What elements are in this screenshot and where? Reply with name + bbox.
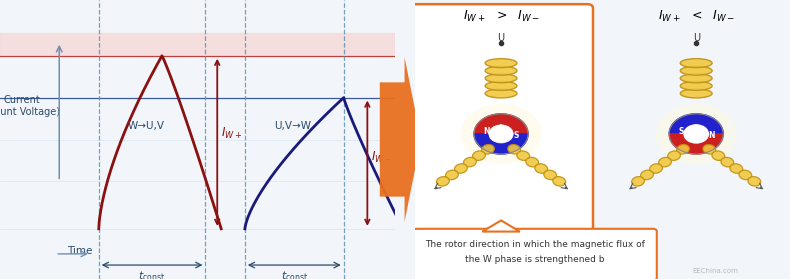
Ellipse shape — [680, 81, 712, 90]
Text: $t_{\mathrm{const}}$: $t_{\mathrm{const}}$ — [138, 269, 166, 279]
Text: EEChina.com: EEChina.com — [692, 268, 738, 274]
Text: U: U — [693, 33, 700, 43]
Ellipse shape — [437, 177, 450, 186]
Ellipse shape — [526, 157, 539, 167]
Text: U,V→W: U,V→W — [274, 121, 310, 131]
Text: N: N — [708, 131, 714, 140]
Text: $I_{W+}$  $<$  $I_{W-}$: $I_{W+}$ $<$ $I_{W-}$ — [657, 9, 735, 24]
Polygon shape — [474, 134, 528, 154]
Ellipse shape — [680, 74, 712, 83]
Ellipse shape — [680, 59, 712, 68]
Text: $I_{W+}$  $>$  $I_{W-}$: $I_{W+}$ $>$ $I_{W-}$ — [462, 9, 540, 24]
Ellipse shape — [730, 164, 743, 173]
Polygon shape — [474, 114, 528, 134]
Ellipse shape — [454, 164, 468, 173]
Text: The rotor direction in which the magnetic flux of: The rotor direction in which the magneti… — [425, 240, 645, 249]
Text: Time: Time — [67, 246, 92, 256]
Ellipse shape — [649, 164, 663, 173]
Ellipse shape — [659, 157, 672, 167]
Ellipse shape — [485, 66, 517, 75]
Ellipse shape — [677, 145, 690, 154]
Ellipse shape — [712, 151, 724, 160]
Text: S: S — [514, 131, 518, 140]
Ellipse shape — [544, 170, 557, 180]
Ellipse shape — [464, 157, 476, 167]
Text: W→U,V: W→U,V — [128, 121, 164, 131]
Ellipse shape — [472, 151, 485, 160]
Ellipse shape — [485, 74, 517, 83]
Text: $\mathit{I_{W-}}$: $\mathit{I_{W-}}$ — [371, 150, 393, 165]
Ellipse shape — [680, 66, 712, 75]
Ellipse shape — [517, 151, 529, 160]
Ellipse shape — [485, 59, 517, 68]
Ellipse shape — [748, 177, 761, 186]
Ellipse shape — [535, 164, 547, 173]
Ellipse shape — [485, 81, 517, 90]
Text: the W phase is strengthened b: the W phase is strengthened b — [465, 255, 604, 264]
Circle shape — [461, 104, 542, 164]
Ellipse shape — [446, 170, 458, 180]
Circle shape — [684, 125, 709, 143]
Text: U: U — [498, 33, 505, 43]
Text: Current
(Shunt Voltage): Current (Shunt Voltage) — [0, 95, 60, 117]
Polygon shape — [669, 134, 723, 154]
Ellipse shape — [721, 157, 734, 167]
Ellipse shape — [482, 145, 495, 154]
Text: S: S — [679, 128, 684, 136]
Polygon shape — [380, 57, 421, 222]
Text: $t_{\mathrm{const}}$: $t_{\mathrm{const}}$ — [280, 269, 308, 279]
Polygon shape — [669, 114, 723, 134]
Ellipse shape — [739, 170, 752, 180]
Ellipse shape — [668, 151, 680, 160]
Circle shape — [656, 104, 737, 164]
Ellipse shape — [485, 89, 517, 98]
Ellipse shape — [703, 145, 716, 154]
Circle shape — [489, 125, 514, 143]
Ellipse shape — [680, 89, 712, 98]
Text: N: N — [483, 128, 490, 136]
Ellipse shape — [508, 145, 521, 154]
Text: $\mathit{I_{W+}}$: $\mathit{I_{W+}}$ — [221, 126, 243, 141]
Ellipse shape — [641, 170, 653, 180]
FancyBboxPatch shape — [411, 4, 593, 233]
Bar — [0, 33, 395, 56]
Ellipse shape — [553, 177, 566, 186]
Polygon shape — [482, 220, 520, 232]
Ellipse shape — [632, 177, 645, 186]
FancyBboxPatch shape — [413, 229, 656, 279]
